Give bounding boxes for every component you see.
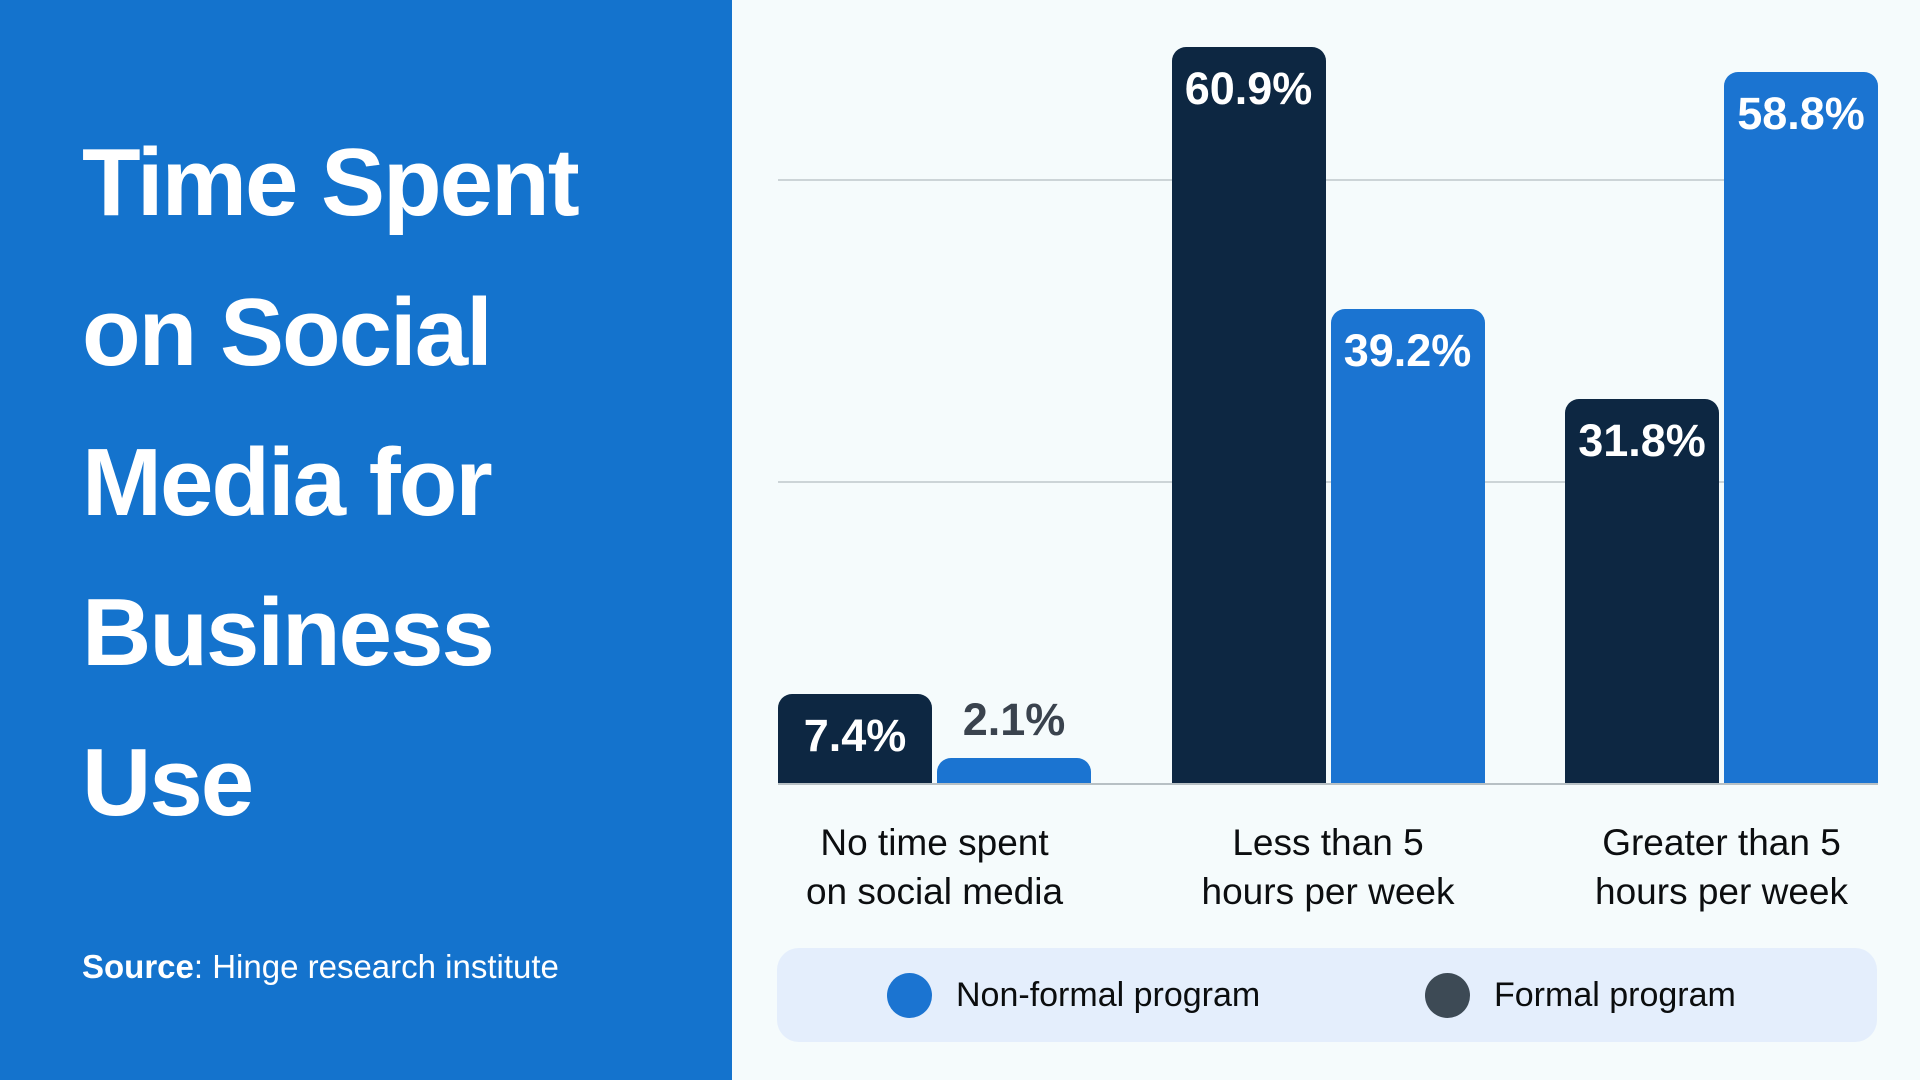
category-label-0: No time spent on social media <box>805 822 1064 912</box>
bar-formal-program-2: 31.8% <box>1565 399 1719 783</box>
bar-value-label: 58.8% <box>1737 88 1865 139</box>
title-line: Use <box>82 729 254 836</box>
bar-formal-program-1: 60.9% <box>1171 47 1326 783</box>
bar-value-label: 31.8% <box>1578 415 1706 466</box>
legend-label: Non-formal program <box>956 975 1261 1014</box>
source-label: Source <box>82 948 194 985</box>
source-note: Source: Hinge research institute <box>82 948 559 986</box>
legend-swatch-formal-icon <box>1425 972 1470 1018</box>
gridline-25pct <box>778 481 1878 483</box>
category-label-2: Greater than 5 hours per week <box>1595 822 1848 912</box>
title-line: Business <box>82 579 495 686</box>
plot-area: 7.4% 2.1% 60.9% 39.2% 31.8% 58.8% <box>778 0 1878 785</box>
category-axis: No time spent on social media Less than 5… <box>778 818 1878 916</box>
x-axis-line <box>778 783 1878 785</box>
bar-value-label: 60.9% <box>1184 63 1313 114</box>
bar-group-2: 31.8% 58.8% <box>1565 72 1878 783</box>
source-text: : Hinge research institute <box>193 948 559 985</box>
legend-swatch-nonformal-icon <box>887 972 932 1018</box>
page-title: Time Spent on Social Media for Business … <box>82 108 672 858</box>
bar-value-label: 2.1% <box>962 694 1066 745</box>
legend-item-formal: Formal program <box>1425 948 1736 1042</box>
bar-rect <box>1724 72 1878 783</box>
bar-rect <box>1565 399 1719 783</box>
bar-value-label: 7.4% <box>803 710 907 761</box>
bar-rect <box>1171 47 1326 783</box>
bar-non-formal-program-0: 2.1% <box>937 694 1091 783</box>
bar-group-1: 60.9% 39.2% <box>1171 47 1485 783</box>
legend-label: Formal program <box>1494 975 1736 1014</box>
title-line: on Social <box>82 279 493 386</box>
chart-legend: Non-formal program Formal program <box>777 948 1877 1042</box>
title-line: Media for <box>82 429 493 536</box>
bar-non-formal-program-2: 58.8% <box>1724 72 1878 783</box>
gridline-50pct <box>778 179 1878 181</box>
bar-formal-program-0: 7.4% <box>778 694 932 783</box>
bar-rect <box>1330 309 1485 783</box>
bar-value-label: 39.2% <box>1343 325 1472 376</box>
legend-item-nonformal: Non-formal program <box>887 948 1260 1042</box>
bar-rect <box>937 758 1091 783</box>
bar-group-0: 7.4% 2.1% <box>778 694 1091 783</box>
chart-panel: 7.4% 2.1% 60.9% 39.2% 31.8% 58.8% No time spe… <box>732 0 1920 1080</box>
bar-non-formal-program-1: 39.2% <box>1330 309 1485 783</box>
category-label-1: Less than 5 hours per week <box>1201 822 1455 912</box>
title-line: Time Spent <box>82 129 580 236</box>
sidebar: Time Spent on Social Media for Business … <box>0 0 732 1080</box>
bar-rect <box>778 694 932 783</box>
